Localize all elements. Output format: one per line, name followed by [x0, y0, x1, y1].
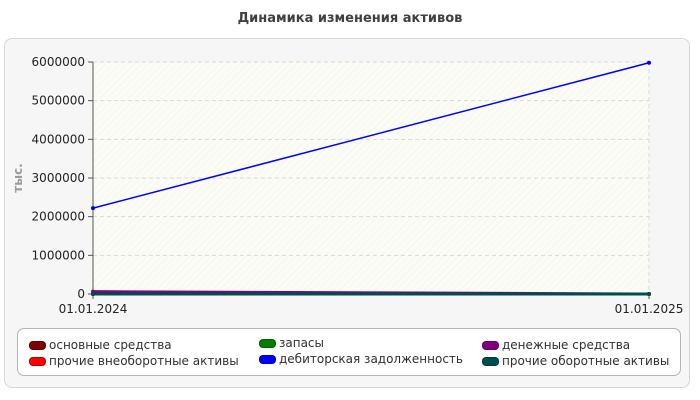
legend-swatch-prochie-vneoborotnye-aktivy	[29, 356, 46, 366]
legend-item-debitorskaya-zadolzhennost: дебиторская задолженность	[259, 352, 463, 366]
y-tick-label: 2000000	[32, 210, 85, 224]
legend-swatch-prochie-oborotnye-aktivy	[482, 356, 499, 366]
y-tick-label: 3000000	[32, 171, 85, 185]
y-tick-label: 0	[77, 287, 85, 301]
y-tick-label: 6000000	[32, 55, 85, 69]
legend-item-prochie-vneoborotnye-aktivy: прочие внеоборотные активы	[29, 354, 239, 368]
y-tick-label: 5000000	[32, 94, 85, 108]
data-point	[647, 292, 651, 296]
legend-swatch-osnovnye-sredstva	[29, 340, 46, 350]
legend-swatch-denezhnye-sredstva	[482, 340, 499, 350]
legend-label-denezhnye-sredstva: денежные средства	[502, 338, 631, 352]
legend-item-denezhnye-sredstva: денежные средства	[482, 338, 630, 352]
legend-label-osnovnye-sredstva: основные средства	[49, 338, 172, 352]
data-point	[647, 60, 651, 65]
legend-label-prochie-vneoborotnye-aktivy: прочие внеоборотные активы	[49, 354, 239, 368]
series-line	[92, 62, 650, 209]
legend-swatch-zapasy	[259, 338, 276, 348]
y-axis-label: тыс.	[11, 163, 25, 192]
data-point	[91, 206, 95, 211]
legend-label-debitorskaya-zadolzhennost: дебиторская задолженность	[279, 352, 463, 366]
legend: основные средства прочие внеоборотные ак…	[17, 328, 681, 376]
legend-item-zapasy: запасы	[259, 336, 324, 350]
legend-item-prochie-oborotnye-aktivy: прочие оборотные активы	[482, 354, 669, 368]
chart-title: Динамика изменения активов	[237, 11, 463, 26]
legend-label-zapasy: запасы	[279, 336, 325, 350]
legend-swatch-debitorskaya-zadolzhennost	[259, 354, 276, 364]
data-point	[91, 292, 95, 296]
legend-item-osnovnye-sredstva: основные средства	[29, 338, 172, 352]
x-tick-label: 01.01.2025	[615, 302, 684, 316]
x-tick-label: 01.01.2024	[59, 302, 128, 316]
y-tick-label: 4000000	[32, 132, 85, 146]
legend-label-prochie-oborotnye-aktivy: прочие оборотные активы	[502, 354, 670, 368]
y-tick-label: 1000000	[32, 248, 85, 262]
